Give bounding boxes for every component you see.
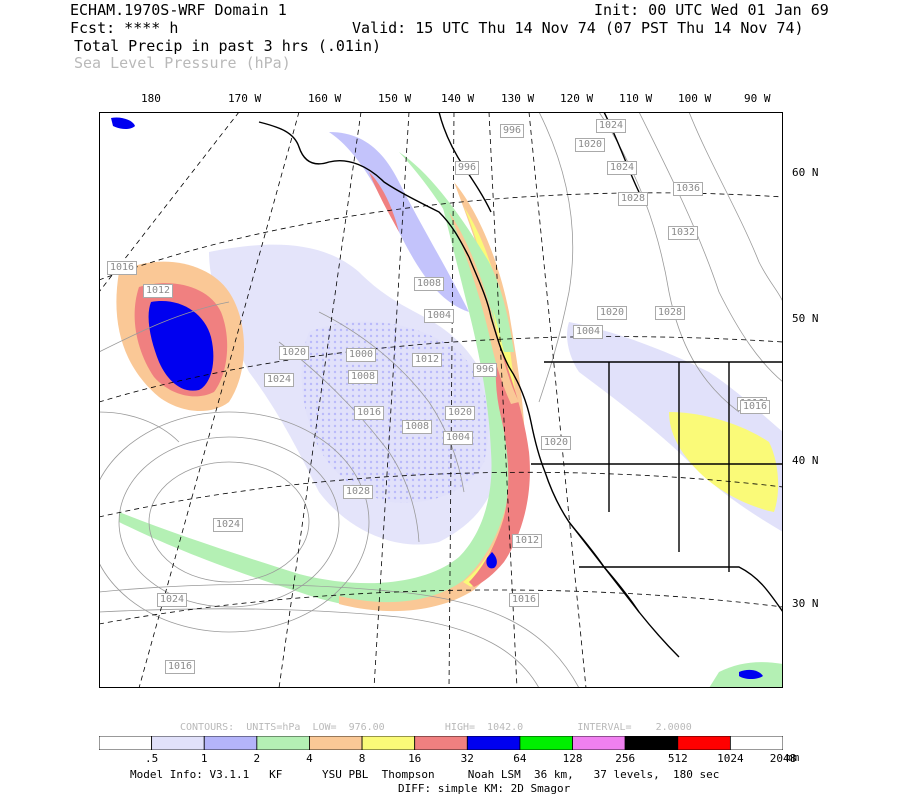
isobar-label: 1024 xyxy=(596,119,627,133)
lon-label-110w: 110 W xyxy=(619,92,653,105)
colorbar-label: 512 xyxy=(667,752,688,765)
colorbar-swatch xyxy=(624,736,679,750)
isobar-label: 1020 xyxy=(279,346,310,360)
lon-label-170w: 170 W xyxy=(228,92,262,105)
precip-slp-map xyxy=(99,112,783,688)
lat-label-30n: 30 N xyxy=(792,597,819,610)
isobar-label: 1016 xyxy=(354,406,385,420)
colorbar-label: 128 xyxy=(562,752,583,765)
isobar-label: 1016 xyxy=(509,593,540,607)
isobar-label: 1012 xyxy=(512,534,543,548)
colorbar-label: 8 xyxy=(358,752,366,765)
precip-coast-band-green xyxy=(399,152,514,352)
isobar-label: 1020 xyxy=(541,436,572,450)
colorbar-swatch xyxy=(361,736,416,750)
lon-label-120w: 120 W xyxy=(560,92,594,105)
isobar-label: 1012 xyxy=(143,284,174,298)
lat-label-50n: 50 N xyxy=(792,312,819,325)
diff-info: DIFF: simple KM: 2D Smagor xyxy=(398,782,571,795)
map-frame xyxy=(99,112,783,688)
lon-label-180: 180 xyxy=(141,92,161,105)
lon-label-150w: 150 W xyxy=(378,92,412,105)
colorbar-label: 2 xyxy=(253,752,261,765)
precip-top-left-blue xyxy=(111,117,135,129)
colorbar-swatch xyxy=(466,736,521,750)
isobar-label: 1024 xyxy=(264,373,295,387)
lon-label-130w: 130 W xyxy=(501,92,535,105)
isobar-label: 996 xyxy=(455,161,480,175)
colorbar-swatch xyxy=(519,736,573,750)
lon-label-100w: 100 W xyxy=(678,92,712,105)
precip-core-blue-south xyxy=(486,552,497,569)
isobar-label: 996 xyxy=(473,363,498,377)
isobar-label: 1028 xyxy=(343,485,374,499)
colorbar-units: mm xyxy=(786,751,800,764)
colorbar-swatch xyxy=(414,736,468,750)
isobar-label: 1008 xyxy=(402,420,433,434)
isobar-label: 1016 xyxy=(740,400,771,414)
colorbar-label: 32 xyxy=(460,752,474,765)
isobar-label: 1024 xyxy=(157,593,188,607)
precip-frontal-band-red xyxy=(469,342,530,587)
precip-alaska-gulf-band xyxy=(369,172,399,232)
isobar-label: 1016 xyxy=(107,261,138,275)
precip-plains-yellow xyxy=(669,412,779,512)
isobar-label: 996 xyxy=(500,124,525,138)
isobar-label: 1024 xyxy=(213,518,244,532)
colorbar-label: 1 xyxy=(200,752,208,765)
precip-southeast-blue xyxy=(739,669,763,679)
valid-time: Valid: 15 UTC Thu 14 Nov 74 (07 PST Thu … xyxy=(352,19,804,37)
lat-label-60n: 60 N xyxy=(792,166,819,179)
colorbar-label: 4 xyxy=(306,752,313,765)
colorbar-swatch xyxy=(256,736,310,750)
lat-label-40n: 40 N xyxy=(792,454,819,467)
model-title: ECHAM.1970S-WRF Domain 1 xyxy=(70,1,287,19)
colorbar-swatch xyxy=(309,736,363,750)
precip-pnw-coast xyxy=(449,212,519,404)
colorbar-label: 256 xyxy=(615,752,636,765)
colorbar-swatch xyxy=(677,736,731,750)
init-time: Init: 00 UTC Wed 01 Jan 69 xyxy=(594,1,829,19)
lon-label-90w: 90 W xyxy=(744,92,771,105)
precip-band-north-light xyxy=(329,132,469,312)
colorbar-swatch xyxy=(572,736,626,750)
colorbar-swatch xyxy=(99,736,153,750)
isobar-label: 1024 xyxy=(607,161,638,175)
forecast-hour: Fcst: **** h xyxy=(70,19,179,37)
isobar-label: 1028 xyxy=(655,306,686,320)
colorbar-label: .5 xyxy=(144,752,159,765)
colorbar-label: 64 xyxy=(513,752,527,765)
colorbar-swatch xyxy=(151,736,205,750)
colorbar-label: 16 xyxy=(408,752,422,765)
field-precip-title: Total Precip in past 3 hrs (.01in) xyxy=(74,37,382,55)
colorbar-swatch xyxy=(729,736,783,750)
precip-low-core-blue xyxy=(148,301,214,391)
precip-colorbar xyxy=(99,736,783,750)
isobar-label: 1016 xyxy=(165,660,196,674)
colorbar-label: 2048 xyxy=(769,752,797,765)
colorbar-label: 1024 xyxy=(717,752,744,765)
isobar-label: 1000 xyxy=(346,348,377,362)
isobar-label: 1004 xyxy=(443,431,474,445)
field-slp-title: Sea Level Pressure (hPa) xyxy=(74,54,291,72)
contours-info: CONTOURS: UNITS=hPa LOW= 976.00 HIGH= 10… xyxy=(180,722,692,733)
isobar-label: 1020 xyxy=(575,138,606,152)
isobar-label: 1012 xyxy=(412,353,443,367)
isobar-label: 1036 xyxy=(673,182,704,196)
isobar-label: 1020 xyxy=(597,306,628,320)
isobar-label: 1004 xyxy=(573,325,604,339)
lon-label-160w: 160 W xyxy=(308,92,342,105)
colorbar-swatch xyxy=(203,736,258,750)
isobar-label: 1008 xyxy=(348,370,379,384)
isobar-label: 1032 xyxy=(668,226,699,240)
lon-label-140w: 140 W xyxy=(441,92,475,105)
isobar-label: 1008 xyxy=(414,277,445,291)
isobar-label: 1020 xyxy=(445,406,476,420)
isobar-label: 1028 xyxy=(618,192,649,206)
model-info: Model Info: V3.1.1 KF YSU PBL Thompson N… xyxy=(130,768,720,781)
isobar-label: 1004 xyxy=(424,309,455,323)
